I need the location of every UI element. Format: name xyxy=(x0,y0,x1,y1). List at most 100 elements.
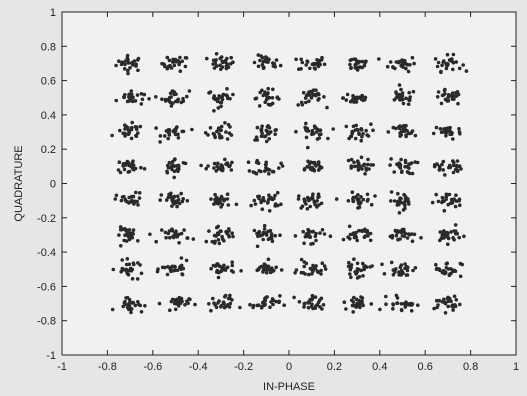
data-point xyxy=(345,92,350,97)
data-point xyxy=(270,297,275,301)
data-point xyxy=(358,164,362,168)
x-tick-label: 0.8 xyxy=(463,361,478,373)
data-point xyxy=(167,99,172,104)
data-point xyxy=(348,272,352,276)
data-point xyxy=(441,168,446,172)
data-point xyxy=(256,64,261,69)
data-point xyxy=(398,131,402,135)
data-point xyxy=(401,59,406,63)
data-point xyxy=(367,167,371,171)
data-point xyxy=(403,199,408,203)
y-tick-label: 0.6 xyxy=(41,76,56,88)
data-point xyxy=(316,300,321,305)
data-point xyxy=(219,124,224,129)
data-point xyxy=(171,101,175,105)
data-point xyxy=(176,136,181,140)
data-point xyxy=(223,268,228,272)
data-point xyxy=(331,127,336,131)
data-point xyxy=(183,161,188,166)
data-point xyxy=(214,52,219,56)
data-point xyxy=(311,131,316,136)
data-point xyxy=(412,61,416,66)
data-point xyxy=(221,92,226,97)
data-point xyxy=(207,229,211,233)
data-point xyxy=(257,169,262,173)
data-point xyxy=(180,272,184,276)
data-point xyxy=(256,303,261,308)
data-point xyxy=(364,128,368,133)
data-point xyxy=(454,298,459,302)
data-point xyxy=(181,96,185,101)
data-point xyxy=(217,199,221,204)
data-point xyxy=(406,69,411,74)
data-point xyxy=(222,239,226,243)
data-point xyxy=(384,302,388,307)
data-point xyxy=(264,162,268,167)
data-point xyxy=(264,267,269,272)
data-point xyxy=(322,232,327,236)
data-point xyxy=(117,59,121,63)
data-point xyxy=(230,231,234,235)
data-point xyxy=(121,268,126,272)
data-point xyxy=(363,234,368,238)
data-point xyxy=(321,303,326,307)
data-point xyxy=(316,168,321,172)
data-point xyxy=(454,199,459,203)
data-point xyxy=(396,191,400,196)
data-point xyxy=(449,132,454,136)
data-point xyxy=(217,132,221,136)
data-point xyxy=(225,231,229,236)
data-point xyxy=(171,60,175,64)
data-point xyxy=(164,129,169,133)
data-point xyxy=(212,109,216,113)
data-point xyxy=(168,235,172,240)
data-point xyxy=(400,91,405,95)
data-point xyxy=(322,264,327,268)
data-point xyxy=(185,199,190,203)
data-point xyxy=(119,62,124,67)
data-point xyxy=(211,296,215,301)
data-point xyxy=(125,257,130,261)
data-point xyxy=(305,207,310,211)
data-point xyxy=(350,57,354,62)
data-point xyxy=(445,193,450,197)
data-point xyxy=(341,96,345,100)
data-point xyxy=(404,123,408,128)
data-point xyxy=(355,59,359,63)
data-point xyxy=(270,101,275,106)
data-point xyxy=(172,298,176,302)
data-point xyxy=(397,211,402,215)
data-point xyxy=(399,308,404,313)
data-point xyxy=(305,60,310,64)
data-point xyxy=(433,57,438,61)
data-point xyxy=(273,132,278,136)
data-point xyxy=(401,101,406,106)
data-point xyxy=(356,193,360,197)
data-point xyxy=(251,303,256,308)
data-point xyxy=(399,157,403,162)
data-point xyxy=(205,56,209,61)
data-point xyxy=(349,275,353,280)
data-point xyxy=(317,92,321,97)
data-point xyxy=(137,191,142,195)
data-point xyxy=(114,63,118,68)
y-tick-label: 0.4 xyxy=(41,110,56,122)
data-point xyxy=(447,129,452,133)
data-point xyxy=(346,199,351,203)
data-point xyxy=(229,168,234,172)
data-point xyxy=(445,52,450,57)
data-point xyxy=(172,164,176,168)
data-point xyxy=(403,195,408,199)
data-point xyxy=(118,225,123,229)
data-point xyxy=(193,302,197,307)
data-point xyxy=(404,134,408,139)
data-point xyxy=(457,235,462,240)
data-point xyxy=(178,55,182,60)
data-point xyxy=(305,129,309,133)
data-point xyxy=(348,134,353,139)
data-point xyxy=(170,264,175,269)
data-point xyxy=(363,97,367,102)
data-point xyxy=(119,198,124,203)
data-point xyxy=(407,97,412,101)
data-point xyxy=(305,231,310,236)
